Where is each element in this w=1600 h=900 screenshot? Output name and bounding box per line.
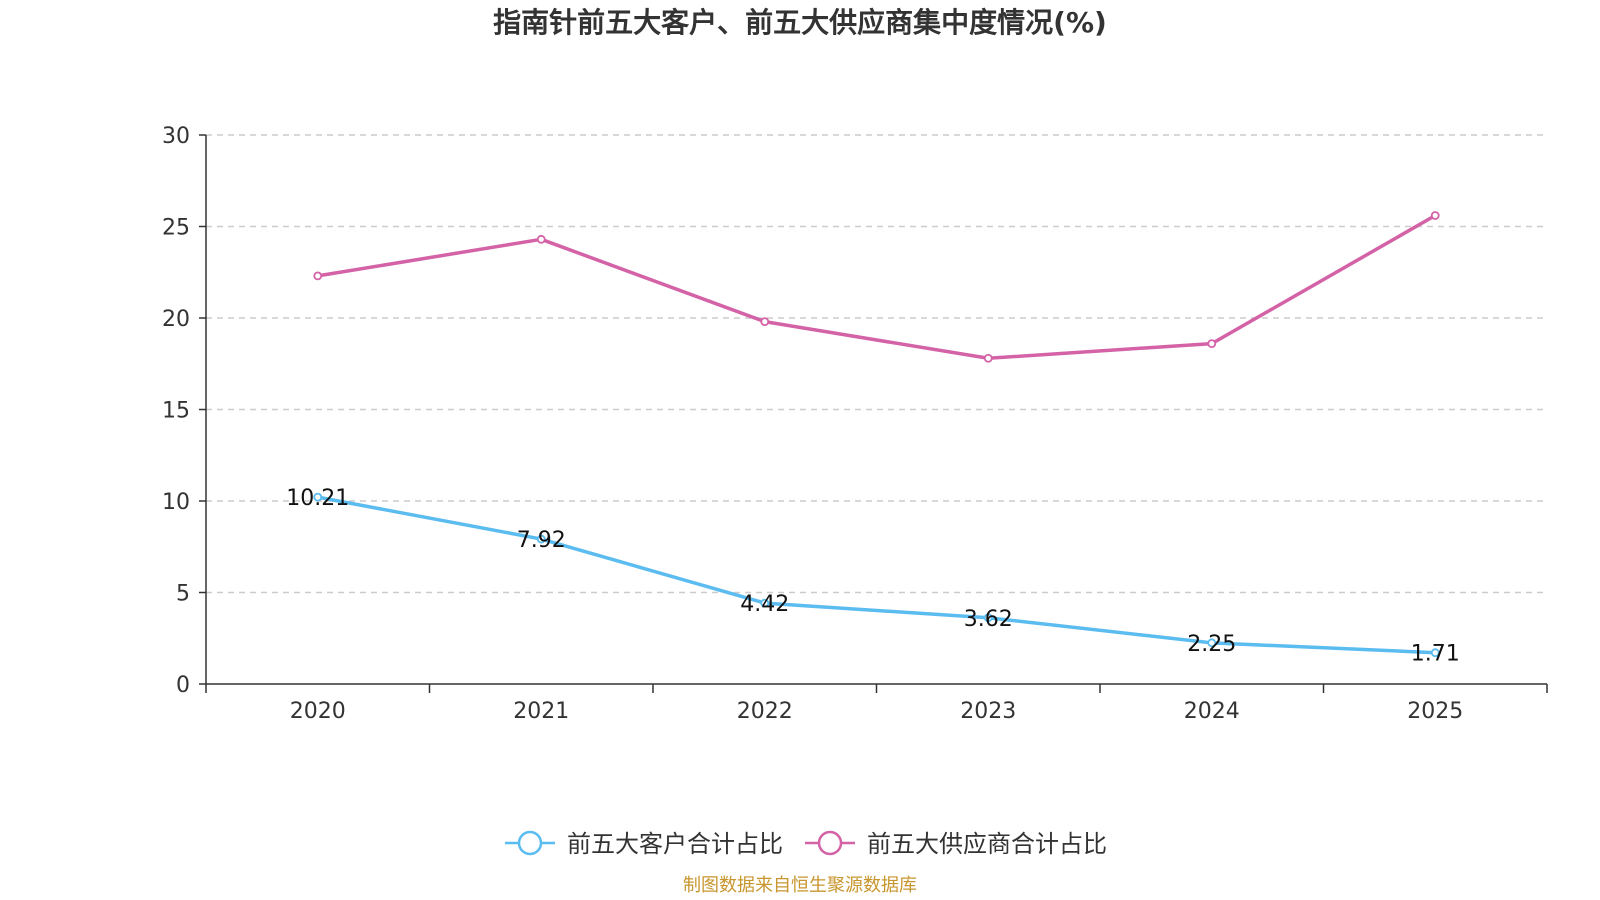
data-labels: 10.21 7.92 4.42 3.62 2.25 1.71 — [286, 486, 1459, 667]
legend-item-1[interactable]: 前五大客户合计占比 — [505, 830, 783, 858]
series-point — [760, 317, 770, 327]
data-label: 3.62 — [964, 607, 1013, 632]
data-label: 10.21 — [286, 486, 349, 511]
series-line — [316, 213, 1437, 361]
x-tick-label: 2025 — [1407, 699, 1463, 724]
data-label: 2.25 — [1187, 632, 1236, 657]
series-point — [1430, 211, 1440, 220]
data-label: 7.92 — [517, 528, 566, 553]
chart-title: 指南针前五大客户、前五大供应商集中度情况(%) — [493, 6, 1107, 39]
series-point — [313, 271, 323, 281]
series-point — [536, 234, 546, 244]
legend-label: 前五大供应商合计占比 — [867, 830, 1107, 858]
series-2 — [313, 211, 1440, 363]
legend-circle-icon — [517, 830, 543, 856]
y-tick-label: 10 — [162, 490, 190, 515]
series-line — [316, 495, 1437, 655]
legend-label: 前五大客户合计占比 — [567, 830, 783, 858]
x-tick-label: 2020 — [290, 699, 346, 724]
series-1 — [313, 492, 1440, 658]
data-label: 1.71 — [1411, 642, 1460, 667]
source-note: 制图数据来自恒生聚源数据库 — [683, 875, 917, 896]
series-point — [1207, 638, 1217, 648]
data-label: 4.42 — [740, 592, 789, 617]
y-tick-label: 15 — [162, 399, 190, 424]
x-tick-label: 2024 — [1184, 699, 1240, 724]
y-tick-label: 0 — [176, 673, 190, 698]
legend-item-2[interactable]: 前五大供应商合计占比 — [805, 830, 1107, 858]
series-point — [760, 598, 770, 608]
y-tick-label: 30 — [162, 124, 190, 149]
x-tick-label: 2023 — [960, 699, 1016, 724]
y-tick-label: 5 — [176, 582, 190, 607]
grid-lines — [206, 134, 1547, 594]
legend: 前五大客户合计占比 前五大供应商合计占比 — [505, 830, 1107, 858]
series-point — [1207, 339, 1217, 349]
y-tick-label: 20 — [162, 307, 190, 332]
x-tick-label: 2022 — [737, 699, 793, 724]
x-tick-label: 2021 — [513, 699, 569, 724]
series-point — [536, 534, 546, 544]
series-point — [1430, 648, 1440, 658]
y-tick-label: 25 — [162, 216, 190, 241]
legend-circle-icon — [817, 830, 843, 856]
series-point — [313, 492, 323, 502]
series-point — [983, 613, 993, 623]
series-layer — [313, 211, 1440, 658]
series-point — [983, 353, 993, 363]
